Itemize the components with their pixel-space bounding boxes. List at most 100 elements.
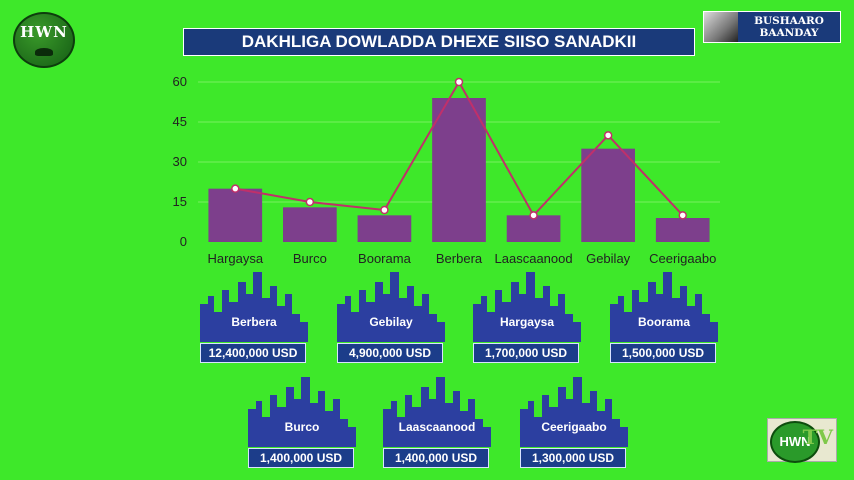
bar — [357, 215, 412, 242]
skyline-building — [481, 296, 487, 342]
city-card-ceerigaabo: Ceerigaabo 1,300,000 USD — [520, 377, 628, 468]
city-card-gebilay: Gebilay 4,900,000 USD — [337, 272, 445, 363]
line-point — [380, 205, 389, 215]
skyline-icon — [337, 272, 445, 342]
skyline-building — [535, 298, 543, 342]
skyline-icon — [200, 272, 308, 342]
skyline-building — [612, 419, 620, 447]
skyline-building — [519, 294, 526, 342]
line-point — [603, 131, 613, 140]
skyline-building — [200, 304, 208, 342]
skyline-building — [680, 286, 687, 342]
x-tick-label: Ceerigaabo — [649, 251, 716, 266]
skyline-building — [453, 391, 460, 447]
city-value: 4,900,000 USD — [337, 343, 443, 363]
skyline-building — [475, 419, 483, 447]
skyline-building — [270, 395, 277, 447]
city-value: 1,400,000 USD — [248, 448, 354, 468]
skyline-building — [565, 314, 573, 342]
skyline-building — [473, 304, 481, 342]
skyline-building — [566, 399, 573, 447]
skyline-building — [414, 306, 422, 342]
skyline-building — [277, 306, 285, 342]
city-name: Hargaysa — [499, 315, 555, 329]
skyline-building — [620, 427, 628, 447]
city-card-burco: Burco 1,400,000 USD — [248, 377, 356, 468]
skyline-building — [248, 409, 256, 447]
skyline-building — [229, 302, 238, 342]
skyline-building — [550, 306, 558, 342]
skyline-building — [558, 387, 566, 447]
city-name: Boorama — [637, 315, 690, 329]
hwn-tv-logo-text: HWN — [770, 421, 820, 463]
city-card-hargaysa: Hargaysa 1,700,000 USD — [473, 272, 581, 363]
x-tick-label: Burco — [293, 251, 327, 266]
skyline-building — [256, 401, 262, 447]
city-name: Burco — [284, 420, 320, 434]
skyline-building — [543, 286, 550, 342]
bar — [208, 188, 263, 242]
presenter-name-line2: BAANDAY — [759, 27, 819, 39]
skyline-building — [695, 294, 702, 342]
bar — [432, 98, 486, 242]
skyline-building — [605, 399, 612, 447]
skyline-building — [429, 399, 436, 447]
skyline-building — [436, 377, 445, 447]
skyline-building — [534, 417, 542, 447]
skyline-building — [597, 411, 605, 447]
hwn-logo: HWN — [13, 12, 75, 68]
skyline-building — [624, 312, 632, 342]
tree-icon — [35, 48, 53, 56]
skyline-icon — [248, 377, 356, 447]
skyline-building — [590, 391, 597, 447]
city-name: Gebilay — [369, 315, 413, 329]
skyline-building — [422, 294, 429, 342]
skyline-building — [285, 294, 292, 342]
skyline-building — [610, 304, 618, 342]
skyline-building — [214, 312, 222, 342]
skyline-building — [483, 427, 491, 447]
skyline-building — [542, 395, 549, 447]
skyline-building — [710, 322, 718, 342]
skyline-building — [407, 286, 414, 342]
x-tick-label: Hargaysa — [207, 251, 263, 266]
bar — [283, 207, 337, 242]
skyline-building — [262, 417, 270, 447]
hwn-logo-text: HWN — [20, 23, 68, 41]
line-point — [529, 211, 538, 220]
skyline-building — [648, 282, 656, 342]
skyline-building — [366, 302, 375, 342]
skyline-building — [391, 401, 397, 447]
skyline-building — [437, 322, 445, 342]
skyline-building — [383, 294, 390, 342]
skyline-building — [325, 411, 333, 447]
skyline-building — [429, 314, 437, 342]
skyline-building — [421, 387, 429, 447]
skyline-building — [262, 298, 270, 342]
skyline-building — [222, 290, 229, 342]
skyline-building — [672, 298, 680, 342]
skyline-building — [412, 407, 421, 447]
skyline-building — [301, 377, 310, 447]
x-tick-label: Gebilay — [586, 251, 631, 266]
skyline-building — [238, 282, 246, 342]
skyline-building — [292, 314, 300, 342]
city-value: 12,400,000 USD — [200, 343, 306, 363]
skyline-building — [253, 272, 262, 342]
skyline-building — [337, 304, 345, 342]
skyline-building — [310, 403, 318, 447]
city-card-berbera: Berbera 12,400,000 USD — [200, 272, 308, 363]
city-name: Berbera — [231, 315, 277, 329]
skyline-building — [573, 377, 582, 447]
bar — [581, 148, 635, 242]
bar — [655, 218, 710, 242]
y-tick-label: 15 — [173, 194, 187, 209]
skyline-building — [397, 417, 405, 447]
skyline-building — [663, 272, 672, 342]
y-tick-label: 0 — [180, 234, 187, 249]
presenter-photo — [704, 12, 738, 42]
city-name: Ceerigaabo — [541, 420, 607, 434]
city-name: Laascaanood — [398, 420, 476, 434]
line-point — [305, 197, 315, 207]
